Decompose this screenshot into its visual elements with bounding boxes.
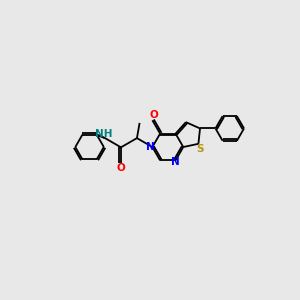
Text: O: O bbox=[149, 110, 158, 120]
Text: S: S bbox=[196, 144, 204, 154]
Text: O: O bbox=[117, 163, 125, 173]
Text: N: N bbox=[171, 157, 180, 166]
Text: NH: NH bbox=[95, 129, 112, 139]
Text: N: N bbox=[146, 142, 155, 152]
